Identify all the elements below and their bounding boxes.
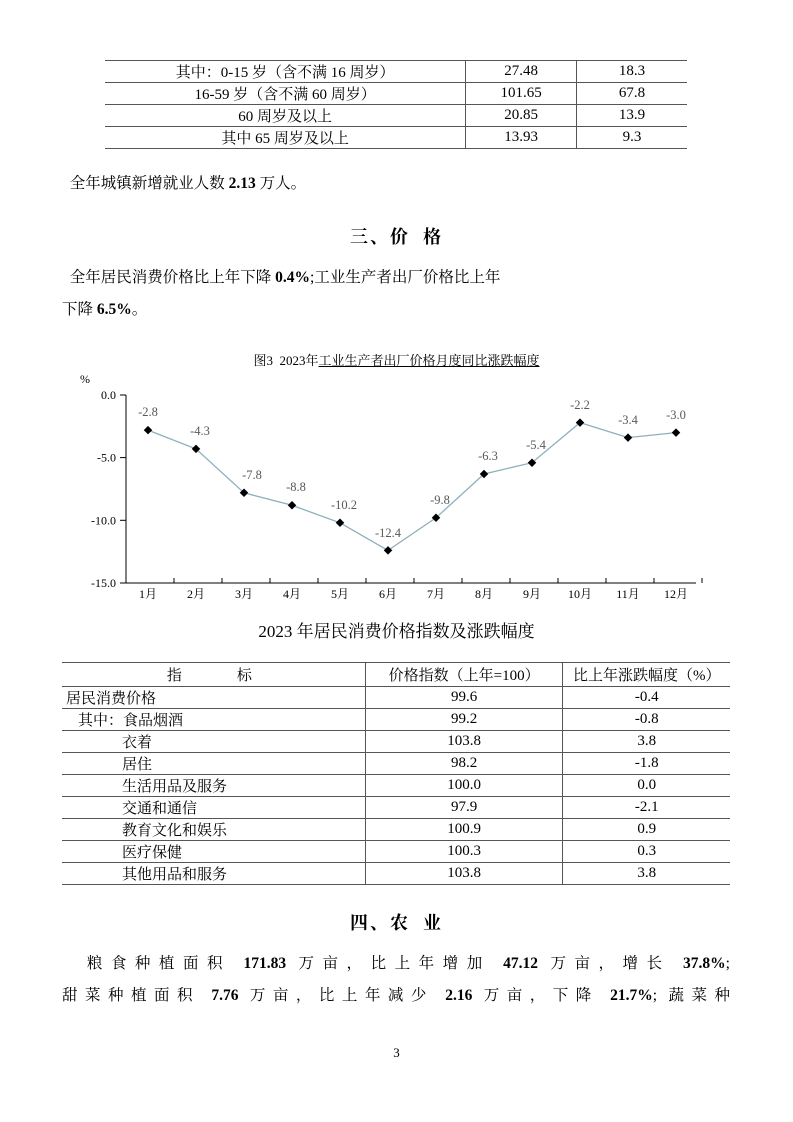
svg-text:9月: 9月	[523, 587, 541, 601]
svg-text:3月: 3月	[235, 587, 253, 601]
svg-text:-8.8: -8.8	[286, 480, 306, 494]
svg-text:8月: 8月	[475, 587, 493, 601]
svg-text:-7.8: -7.8	[242, 468, 262, 482]
svg-text:10月: 10月	[568, 587, 592, 601]
svg-text:1月: 1月	[139, 587, 157, 601]
svg-text:7月: 7月	[427, 587, 445, 601]
svg-text:5月: 5月	[331, 587, 349, 601]
svg-text:-10.0: -10.0	[91, 513, 116, 527]
svg-text:-4.3: -4.3	[190, 424, 210, 438]
svg-text:11月: 11月	[616, 587, 640, 601]
svg-text:-3.0: -3.0	[666, 408, 686, 422]
svg-text:-5.4: -5.4	[526, 438, 547, 452]
svg-text:-2.8: -2.8	[138, 405, 158, 419]
svg-text:2月: 2月	[187, 587, 205, 601]
svg-text:0.0: 0.0	[101, 388, 116, 402]
svg-text:-12.4: -12.4	[375, 526, 402, 540]
svg-text:4月: 4月	[283, 587, 301, 601]
svg-text:-2.2: -2.2	[570, 398, 590, 412]
svg-text:-5.0: -5.0	[97, 451, 116, 465]
svg-text:-9.8: -9.8	[430, 493, 450, 507]
svg-text:6月: 6月	[379, 587, 397, 601]
svg-text:-6.3: -6.3	[478, 449, 498, 463]
svg-text:%: %	[80, 372, 90, 386]
svg-text:12月: 12月	[664, 587, 688, 601]
svg-text:-15.0: -15.0	[91, 576, 116, 590]
svg-text:-10.2: -10.2	[331, 498, 357, 512]
svg-text:-3.4: -3.4	[618, 413, 639, 427]
